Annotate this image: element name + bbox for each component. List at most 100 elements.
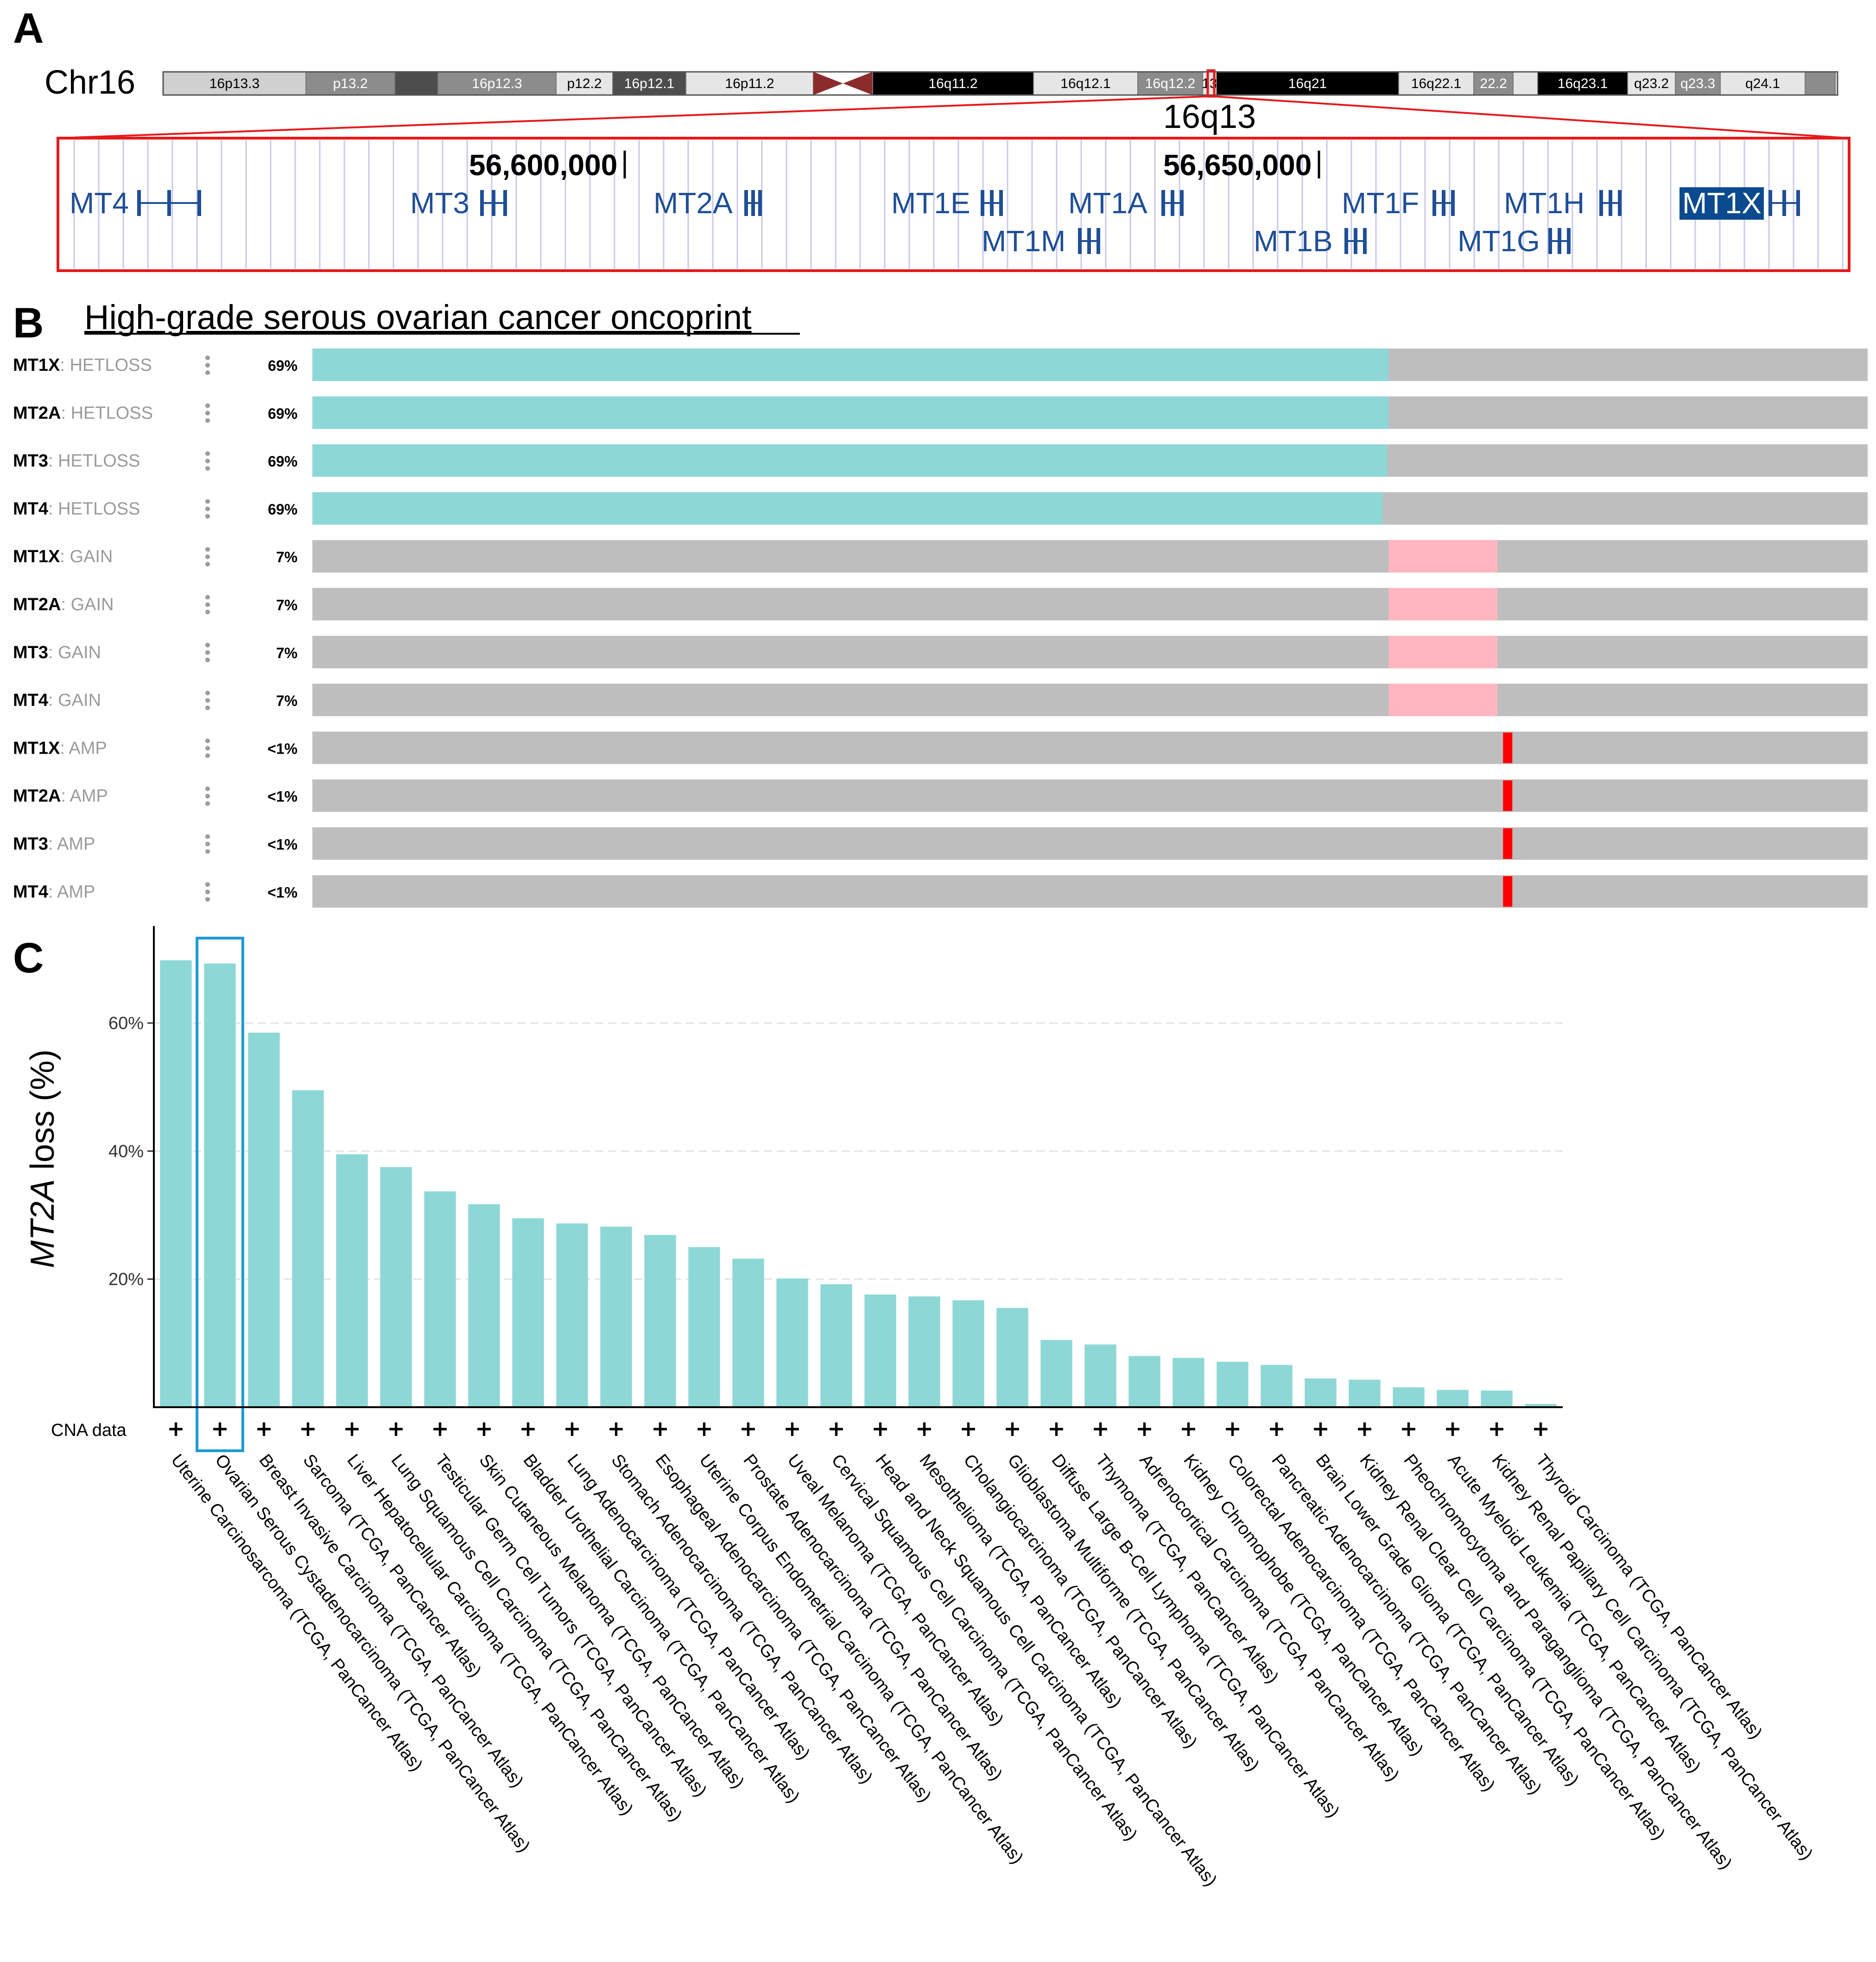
cna-marker: + bbox=[651, 1416, 669, 1441]
band-label: 16p12.1 bbox=[624, 76, 674, 91]
y-tick-label: 40% bbox=[108, 1142, 144, 1161]
cna-marker: + bbox=[1223, 1416, 1242, 1441]
bar bbox=[336, 1154, 368, 1407]
gene-exon bbox=[480, 190, 484, 216]
track-menu-dot bbox=[205, 657, 210, 662]
gridlines bbox=[73, 140, 1844, 269]
cna-marker: + bbox=[1488, 1416, 1506, 1441]
track-percent: 69% bbox=[268, 453, 298, 470]
gene-exon bbox=[1599, 190, 1603, 216]
gene-exon bbox=[1782, 190, 1786, 216]
cna-marker: + bbox=[1356, 1416, 1374, 1441]
cna-marker: + bbox=[607, 1416, 625, 1441]
gene-label: MT2A bbox=[653, 186, 733, 220]
bar bbox=[1217, 1361, 1249, 1407]
panel-c-letter: C bbox=[13, 934, 44, 982]
panel-b-letter: B bbox=[13, 299, 44, 347]
bar bbox=[952, 1300, 984, 1407]
track-label: MT1X: GAIN bbox=[13, 547, 113, 566]
gene-exon bbox=[1567, 228, 1571, 254]
oncoprint-title: High-grade serous ovarian cancer oncopri… bbox=[84, 298, 752, 337]
chromosome-label: Chr16 bbox=[44, 64, 135, 101]
track-gene: MT3 bbox=[13, 643, 48, 662]
bar bbox=[380, 1167, 412, 1407]
track-menu-dot bbox=[205, 458, 210, 464]
chromosome-band bbox=[685, 71, 814, 95]
track-menu-dot bbox=[205, 705, 210, 711]
track-menu-dot bbox=[205, 451, 210, 456]
bar bbox=[1525, 1404, 1557, 1407]
gene-label: MT3 bbox=[410, 186, 469, 220]
gene-exon bbox=[744, 190, 748, 216]
track-label: MT2A: HETLOSS bbox=[13, 403, 153, 423]
track-percent: <1% bbox=[267, 836, 298, 853]
y-tick-label: 20% bbox=[108, 1270, 144, 1289]
band-label: p13.2 bbox=[333, 76, 368, 91]
gene-label: MT1B bbox=[1254, 224, 1333, 258]
bar bbox=[732, 1258, 764, 1407]
gene-exon bbox=[1609, 190, 1612, 216]
track-menu-dot bbox=[205, 363, 210, 368]
gene-exon bbox=[197, 190, 201, 216]
cna-marker: + bbox=[1532, 1416, 1550, 1441]
bar bbox=[468, 1204, 500, 1407]
track-alteration-type: : AMP bbox=[60, 738, 107, 758]
bar bbox=[1040, 1340, 1072, 1407]
cna-marker: + bbox=[299, 1416, 317, 1441]
bar bbox=[1172, 1358, 1204, 1407]
gene-exon bbox=[1171, 190, 1174, 216]
chromosome-band bbox=[394, 71, 438, 95]
hetloss-samples bbox=[312, 349, 1389, 381]
bar bbox=[820, 1284, 852, 1407]
chromosome-band bbox=[305, 71, 395, 95]
category-label: Pheochromocytoma and Paraganglioma (TCGA… bbox=[1400, 1451, 1736, 1873]
chromosome-outline bbox=[162, 71, 1838, 96]
track-background bbox=[312, 684, 1868, 717]
gain-samples bbox=[1388, 684, 1498, 717]
cna-marker: + bbox=[387, 1416, 405, 1441]
gene-exon bbox=[1161, 190, 1165, 216]
track-menu-dot bbox=[205, 738, 210, 743]
track-gene: MT1X bbox=[13, 356, 60, 375]
band-label: q23.3 bbox=[1680, 76, 1715, 91]
category-label: Kidney Renal Clear Cell Carcinoma (TCGA,… bbox=[1356, 1451, 1668, 1844]
track-percent: 69% bbox=[268, 501, 298, 518]
cna-marker: + bbox=[695, 1416, 713, 1441]
track-menu-dot bbox=[205, 595, 210, 600]
chromosome-band bbox=[1473, 71, 1514, 95]
gene-label: MT1M bbox=[982, 224, 1065, 258]
oncoprint-tracks: MT1X: HETLOSS 69%MT2A: HETLOSS 69%MT3: HET… bbox=[13, 349, 1868, 908]
track-menu-dot bbox=[205, 506, 210, 511]
track-percent: <1% bbox=[267, 740, 298, 757]
band-label: 16q12.1 bbox=[1060, 76, 1110, 91]
gene-label: MT4 bbox=[70, 186, 129, 220]
hetloss-samples bbox=[312, 492, 1382, 525]
track-menu-dot bbox=[205, 370, 210, 375]
cna-marker: + bbox=[1444, 1416, 1462, 1441]
band-label: q23.2 bbox=[1634, 76, 1669, 91]
hetloss-samples bbox=[312, 444, 1387, 477]
gene-exon bbox=[751, 190, 755, 216]
track-menu-dot bbox=[205, 356, 210, 360]
track-gene: MT2A bbox=[13, 403, 61, 423]
band-label: 16q23.1 bbox=[1558, 76, 1608, 91]
gain-samples bbox=[1388, 588, 1498, 621]
track-alteration-type: : HETLOSS bbox=[48, 499, 140, 519]
gene-exon bbox=[990, 190, 994, 216]
track-menu-dot bbox=[205, 746, 210, 751]
gene-label: MT1E bbox=[891, 186, 970, 220]
amp-sample bbox=[1503, 732, 1513, 763]
bar bbox=[1261, 1365, 1293, 1407]
bar bbox=[556, 1223, 588, 1407]
gene-label: MT1F bbox=[1342, 186, 1419, 220]
track-gene: MT3 bbox=[13, 834, 48, 854]
gene-label: MT1H bbox=[1504, 186, 1584, 220]
chromosome-band bbox=[1720, 71, 1806, 95]
chromosome-band bbox=[1398, 71, 1474, 95]
track-gene: MT2A bbox=[13, 595, 61, 615]
cna-marker: + bbox=[739, 1416, 757, 1441]
cna-marker: + bbox=[959, 1416, 977, 1441]
track-menu-dot bbox=[205, 466, 210, 471]
cna-marker: + bbox=[1135, 1416, 1153, 1441]
